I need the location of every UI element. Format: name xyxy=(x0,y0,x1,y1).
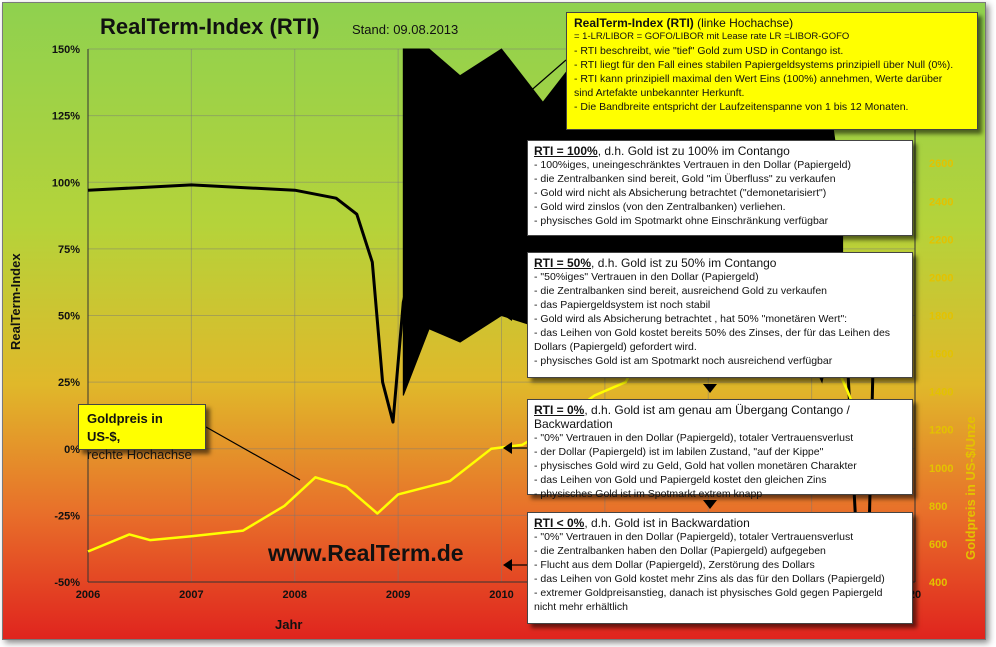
box-rest: , d.h. Gold ist am genau am Übergang Con… xyxy=(534,403,850,431)
y-tick-label-right: 2400 xyxy=(929,196,953,208)
info-line: sind Artefakte unbekannter Herkunft. xyxy=(574,87,745,99)
flow-arrow xyxy=(703,500,717,509)
box-line: - Gold wird nicht als Absicherung betrac… xyxy=(534,187,827,199)
box-line: - das Leihen von Gold kostet bereits 50%… xyxy=(534,327,891,339)
box-line: - Gold wird als Absicherung betrachtet ,… xyxy=(534,313,848,325)
y-tick-label-left: -50% xyxy=(54,577,80,589)
y-tick-label-right: 1000 xyxy=(929,463,953,475)
chart-title: RealTerm-Index (RTI) xyxy=(100,14,320,39)
box-key: RTI = 100% xyxy=(534,144,598,158)
box-line: - extremer Goldpreisanstieg, danach ist … xyxy=(534,587,883,599)
box-rti-0: RTI = 0%, d.h. Gold ist am genau am Über… xyxy=(527,399,913,500)
box-line: nicht mehr erhältlich xyxy=(534,601,628,613)
box-key: RTI < 0% xyxy=(534,516,585,530)
box-line: - "50%iges" Vertrauen in den Dollar (Pap… xyxy=(534,271,759,283)
pointer-triangle xyxy=(503,309,512,321)
info-heading-suffix: (linke Hochachse) xyxy=(693,16,794,30)
box-line: - 100%iges, uneingeschränktes Vertrauen … xyxy=(534,159,851,171)
flow-arrow xyxy=(703,384,717,393)
y-tick-label-right: 2600 xyxy=(929,158,953,170)
x-axis-label: Jahr xyxy=(275,617,303,632)
pointer-triangle xyxy=(503,559,512,571)
box-rti-50: RTI = 50%, d.h. Gold ist zu 50% im Conta… xyxy=(527,252,913,378)
y-tick-label-left: 75% xyxy=(58,244,80,256)
y-tick-label-left: -25% xyxy=(54,510,80,522)
gold-legend-line2: rechte Hochachse xyxy=(87,447,192,462)
box-line: - die Zentralbanken haben den Dollar (Pa… xyxy=(534,545,826,557)
pointer-triangle xyxy=(503,177,512,189)
y-tick-label-left: 125% xyxy=(52,111,80,123)
box-line: - physisches Gold ist im Spotmarkt extre… xyxy=(534,488,763,500)
connector-line xyxy=(479,59,567,136)
box-rest: , d.h. Gold ist zu 50% im Contango xyxy=(591,256,777,270)
y-tick-label-left: 100% xyxy=(52,177,80,189)
x-tick-label: 2007 xyxy=(179,589,203,601)
info-line: - Die Bandbreite entspricht der Laufzeit… xyxy=(574,101,909,113)
box-rti-100: RTI = 100%, d.h. Gold ist zu 100% im Con… xyxy=(527,140,913,236)
box-line: - das Papiergeldsystem ist noch stabil xyxy=(534,299,711,311)
info-line: - RTI kann prinzipiell maximal den Wert … xyxy=(574,73,943,85)
y-tick-label-right: 1600 xyxy=(929,349,953,361)
connector-line xyxy=(205,426,301,481)
y-tick-label-right: 600 xyxy=(929,539,947,551)
website-url: www.RealTerm.de xyxy=(268,540,464,566)
box-line: - physisches Gold wird zu Geld, Gold hat… xyxy=(534,460,857,472)
y-axis-left-label: RealTerm-Index xyxy=(8,253,23,350)
y-tick-label-left: 0% xyxy=(64,444,80,456)
box-line: - "0%" Vertrauen in den Dollar (Papierge… xyxy=(534,432,854,444)
box-rest: , d.h. Gold ist in Backwardation xyxy=(584,516,750,530)
y-tick-label-right: 1800 xyxy=(929,311,953,323)
box-line: - die Zentralbanken sind bereit, ausreic… xyxy=(534,285,828,297)
y-tick-label-left: 25% xyxy=(58,377,80,389)
box-line: Dollars (Papiergeld) gefordert wird. xyxy=(534,341,697,353)
y-tick-label-right: 800 xyxy=(929,501,947,513)
y-tick-label-right: 400 xyxy=(929,577,947,589)
box-key: RTI = 50% xyxy=(534,256,592,270)
box-line: - physisches Gold im Spotmarkt ohne Eins… xyxy=(534,215,829,227)
y-tick-label-right: 2000 xyxy=(929,272,953,284)
x-tick-label: 2008 xyxy=(283,589,307,601)
box-line: - physisches Gold ist am Spotmarkt noch … xyxy=(534,355,833,367)
y-tick-label-left: 50% xyxy=(58,311,80,323)
pointer-triangle xyxy=(503,442,512,454)
flow-arrow xyxy=(703,240,717,249)
x-tick-label: 2009 xyxy=(386,589,410,601)
connector-lines xyxy=(205,59,717,571)
y-tick-label-right: 1400 xyxy=(929,387,953,399)
y-tick-label-right: 2200 xyxy=(929,234,953,246)
box-line: - die Zentralbanken sind bereit, Gold "i… xyxy=(534,173,836,185)
info-line: - RTI liegt für den Fall eines stabilen … xyxy=(574,59,954,71)
info-box: RealTerm-Index (RTI) (linke Hochachse) =… xyxy=(566,12,978,130)
box-line: - das Leihen von Gold und Papiergeld kos… xyxy=(534,474,827,486)
gold-legend-line1: Goldpreis in US-$, xyxy=(87,411,163,444)
y-tick-label-left: 150% xyxy=(52,44,80,56)
box-line: - Gold wird zinslos (von den Zentralbank… xyxy=(534,201,786,213)
info-formula: = 1-LR/LIBOR = GOFO/LIBOR mit Lease rate… xyxy=(574,31,850,42)
box-line: - "0%" Vertrauen in den Dollar (Papierge… xyxy=(534,531,854,543)
y-tick-label-right: 1200 xyxy=(929,425,953,437)
box-key: RTI = 0% xyxy=(534,403,585,417)
x-tick-label: 2010 xyxy=(489,589,513,601)
gold-legend-box: Goldpreis in US-$, rechte Hochachse xyxy=(78,404,206,462)
box-rti-negative: RTI < 0%, d.h. Gold ist in Backwardation… xyxy=(527,512,913,624)
date-stamp: Stand: 09.08.2013 xyxy=(352,22,459,37)
box-line: - das Leihen von Gold kostet mehr Zins a… xyxy=(534,573,885,585)
info-line: - RTI beschreibt, wie "tief" Gold zum US… xyxy=(574,45,844,57)
box-line: - Flucht aus dem Dollar (Papiergeld), Ze… xyxy=(534,559,815,571)
box-line: - der Dollar (Papiergeld) ist im labilen… xyxy=(534,446,824,458)
info-heading: RealTerm-Index (RTI) xyxy=(574,16,694,30)
x-tick-label: 2006 xyxy=(76,589,100,601)
y-axis-right-label: Goldpreis in US-$/Unze xyxy=(963,416,978,560)
box-rest: , d.h. Gold ist zu 100% im Contango xyxy=(597,144,790,158)
